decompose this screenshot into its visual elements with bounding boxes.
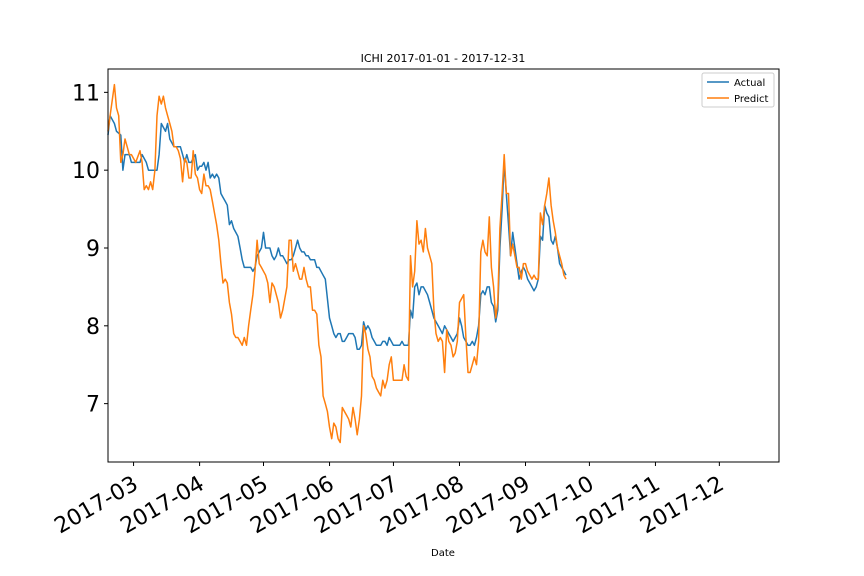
chart-title: ICHI 2017-01-01 - 2017-12-31 — [361, 52, 526, 65]
x-axis-label: Date — [431, 548, 455, 559]
axes-frame — [108, 69, 779, 462]
legend: Actual Predict — [702, 73, 774, 107]
y-tick-label: 8 — [86, 315, 100, 340]
y-tick-label: 10 — [72, 159, 100, 184]
legend-label-actual: Actual — [734, 78, 765, 89]
y-tick-label: 7 — [86, 393, 100, 418]
legend-label-predict: Predict — [734, 94, 769, 105]
y-tick-label: 9 — [86, 237, 100, 262]
y-tick-label: 11 — [72, 81, 100, 106]
